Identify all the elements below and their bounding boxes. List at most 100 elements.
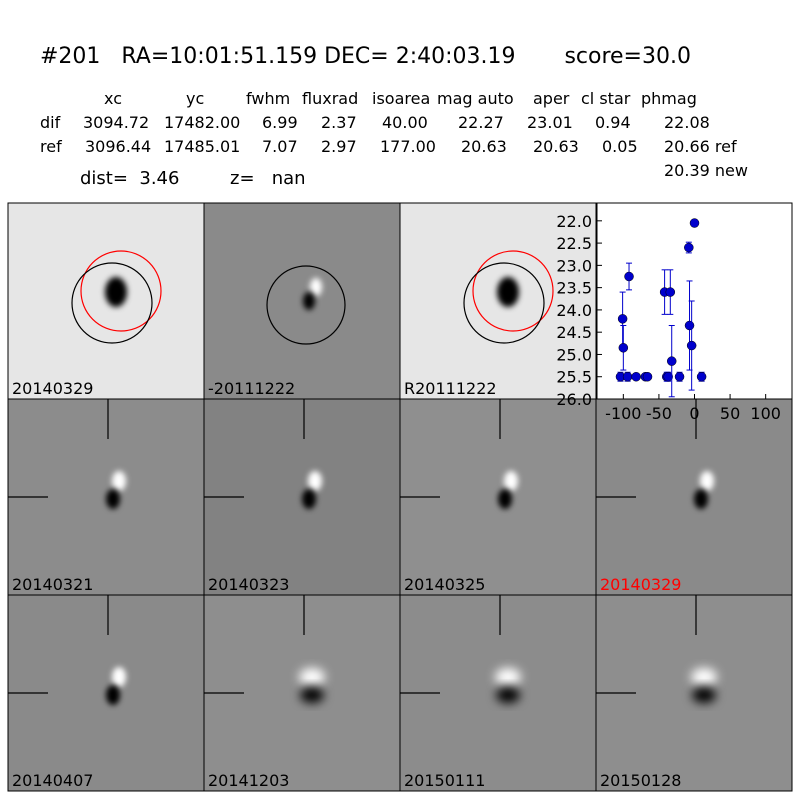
point [665,287,676,297]
dipole-light [310,278,322,296]
dipole-dark [300,687,324,703]
point [617,314,628,324]
dipole-light [504,471,518,491]
point [642,371,653,382]
dipole-light [308,471,322,491]
dipole-dark [106,685,120,705]
dipole-dark [692,687,716,703]
cell: 40.00 [382,113,428,132]
stamp-label: 20140325 [404,575,485,594]
cell: 6.99 [262,113,298,132]
column-header: xc [104,89,122,108]
cell: 20.66 ref [664,137,737,156]
dipole-dark [303,292,315,310]
column-header: cl star [581,89,631,108]
y-tick-label: 23.5 [556,279,592,298]
stamp [399,202,597,400]
row-label: ref [40,137,62,156]
light-curve: 22.0 22.5 23.0 23.5 24.0 24.5 25.0 25.5 26.0 -100… [556,202,793,423]
stamp [7,594,205,792]
dipole-light [495,668,521,686]
stamp-label: 20140407 [12,771,93,790]
stamp-label: R20111222 [404,379,497,398]
stamp-label: 20140329 [12,379,93,398]
dipole-light [112,471,126,491]
row-label: dif [40,113,61,132]
dipole-light [112,667,126,687]
point [684,242,694,253]
dipole-dark [496,687,520,703]
point [666,356,677,366]
stamp-label: 20150128 [600,771,681,790]
source [497,277,519,307]
point [618,343,629,353]
point [663,371,673,382]
column-header: aper [533,89,570,108]
z: z= nan [230,168,306,189]
cell: 7.07 [262,137,298,156]
column-header: yc [186,89,204,108]
dipole-light [299,668,325,686]
point [689,218,700,228]
cell: 177.00 [380,137,436,156]
cell: 2.97 [321,137,357,156]
point [624,271,634,282]
stamp [203,202,401,400]
y-tick-label: 22.5 [556,234,592,253]
stamp-label: 20150111 [404,771,485,790]
dipole-dark [498,489,512,509]
y-tick-label: 24.0 [556,301,592,320]
y-tick-label: 24.5 [556,323,592,342]
cell: 20.63 [461,137,507,156]
point [622,371,633,382]
cell: 22.27 [458,113,504,132]
column-header: mag auto [437,89,514,108]
circle [71,262,153,344]
y-tick-label: 26.0 [556,390,592,409]
cell: 0.05 [602,137,638,156]
x-tick-label: 50 [720,404,740,423]
column-header: phmag [641,89,697,108]
dipole-dark [302,489,316,509]
stamp [7,202,205,400]
point [674,371,685,382]
point [686,340,697,351]
stamp-label: 20140323 [208,575,289,594]
cell: 17485.01 [164,137,240,156]
stamp-label: 20140329 [600,575,681,594]
dipole-light [691,668,717,686]
dipole-dark [106,489,120,509]
phmag-new: 20.39 new [664,161,748,180]
point [684,320,695,331]
source [105,277,127,307]
x-tick-label: -100 [605,404,641,423]
ref-circle [472,250,554,332]
point [631,371,641,382]
point [696,371,707,382]
stamp-label: 20141203 [208,771,289,790]
cell: 22.08 [664,113,710,132]
y-tick-label: 25.5 [556,368,592,387]
column-header: fluxrad [302,89,358,108]
cell: 0.94 [595,113,631,132]
cell: 17482.00 [164,113,240,132]
cell: 3096.44 [85,137,151,156]
stamps: 20140329 -20111222 R20111222 20140321 201403… [7,202,793,792]
y-tick-label: 23.0 [556,256,592,275]
column-header: isoarea [372,89,430,108]
x-tick-label: 0 [689,404,699,423]
dist: dist= 3.46 [80,168,179,189]
cell: 2.37 [321,113,357,132]
column-header: fwhm [246,89,290,108]
circle [266,265,346,345]
cell: 3094.72 [83,113,149,132]
y-tick-label: 22.0 [556,212,592,231]
ref-circle [80,250,162,332]
cell: 20.63 [533,137,579,156]
circle [463,262,545,344]
dipole-dark [694,489,708,509]
x-tick-label: -50 [646,404,672,423]
y-tick-label: 25.0 [556,345,592,364]
x-tick-label: 100 [750,404,781,423]
cell: 23.01 [527,113,573,132]
